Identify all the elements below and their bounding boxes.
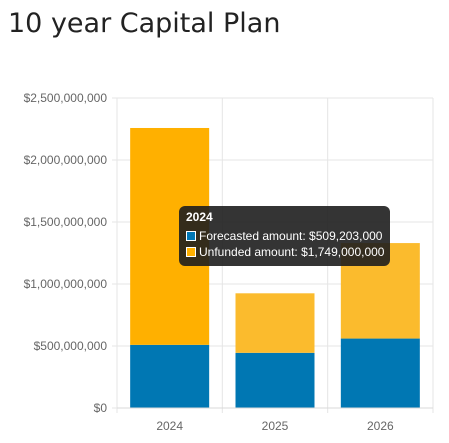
y-tick-label: $2,500,000,000 — [24, 91, 108, 105]
x-tick-label: 2024 — [156, 419, 183, 433]
bar-forecasted-2024 — [130, 344, 210, 408]
y-tick-label: $1,000,000,000 — [24, 277, 108, 291]
tooltip-swatch-forecasted — [186, 231, 196, 241]
x-tick-label: 2025 — [262, 419, 289, 433]
bar-forecasted-2026 — [340, 338, 420, 408]
tooltip-title: 2024 — [186, 210, 213, 224]
y-tick-label: $0 — [94, 401, 108, 415]
bar-unfunded-2025 — [235, 293, 315, 353]
tooltip-swatch-unfunded — [186, 247, 196, 257]
page-title: 10 year Capital Plan — [8, 8, 281, 39]
tooltip-row-forecasted: Forecasted amount: $509,203,000 — [186, 229, 383, 243]
y-tick-label: $2,000,000,000 — [24, 153, 108, 167]
bar-forecasted-2025 — [235, 352, 315, 408]
y-tick-label: $500,000,000 — [34, 339, 108, 353]
tooltip-label-unfunded: Unfunded amount: $1,749,000,000 — [199, 245, 385, 259]
tooltip-label-forecasted: Forecasted amount: $509,203,000 — [199, 229, 383, 243]
x-tick-label: 2026 — [367, 419, 394, 433]
tooltip-row-unfunded: Unfunded amount: $1,749,000,000 — [186, 245, 385, 259]
y-tick-label: $1,500,000,000 — [24, 215, 108, 229]
chart-tooltip: 2024 Forecasted amount: $509,203,000 Unf… — [179, 206, 390, 266]
